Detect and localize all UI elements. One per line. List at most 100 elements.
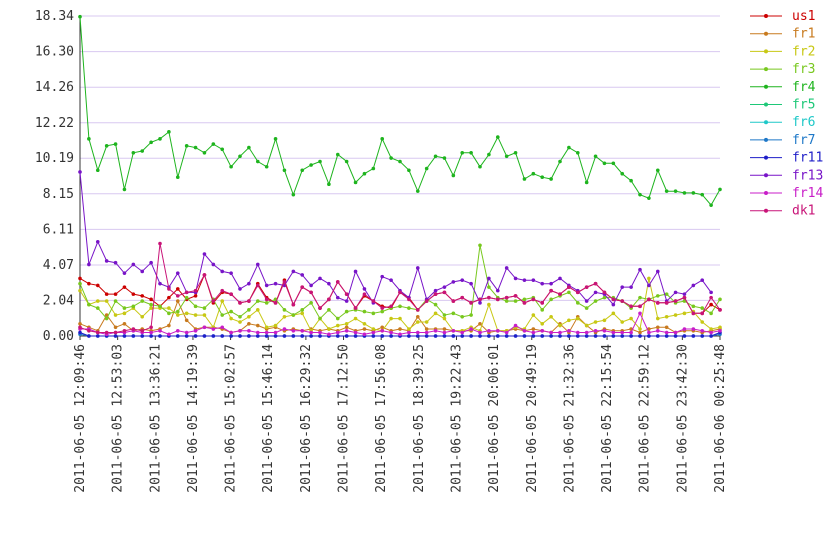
data-point — [380, 325, 385, 330]
x-tick-label: 2011-06-05 20:06:01 — [487, 344, 502, 493]
y-tick-label: 16.30 — [35, 45, 74, 60]
data-point — [318, 159, 322, 164]
data-point — [335, 323, 340, 328]
data-point — [158, 304, 162, 309]
data-point — [673, 299, 678, 303]
data-point — [451, 299, 456, 303]
data-point — [158, 241, 162, 246]
data-point — [202, 252, 207, 256]
x-tick-label: 2011-06-05 12:09:46 — [73, 344, 88, 493]
data-point — [407, 297, 411, 302]
data-point — [282, 308, 287, 312]
legend-item-fr2: fr2 — [750, 44, 815, 59]
data-point — [469, 281, 473, 286]
data-point — [664, 189, 669, 193]
data-point — [184, 334, 189, 338]
data-point — [478, 301, 482, 305]
data-point — [487, 328, 491, 333]
data-point — [229, 164, 233, 169]
x-tick-label: 2011-06-05 18:39:25 — [412, 344, 427, 493]
x-tick-label: 2011-06-05 17:12:50 — [337, 344, 352, 493]
data-point — [709, 334, 713, 338]
data-point — [140, 315, 145, 319]
data-point — [495, 135, 500, 139]
data-point — [211, 327, 216, 331]
data-point — [371, 311, 376, 316]
series-fr13 — [78, 170, 713, 307]
data-point — [264, 283, 269, 288]
data-point — [691, 334, 696, 338]
data-point — [255, 308, 260, 312]
data-point — [549, 334, 553, 338]
data-point — [718, 325, 722, 330]
data-point — [584, 299, 589, 303]
data-point — [353, 306, 358, 310]
data-point — [238, 315, 242, 319]
data-point — [140, 328, 145, 333]
data-point — [149, 140, 153, 145]
data-point — [415, 308, 420, 312]
data-point — [478, 297, 482, 302]
data-point — [567, 318, 571, 323]
data-point — [202, 313, 207, 317]
data-point — [238, 328, 242, 333]
data-point — [122, 311, 127, 316]
data-point — [415, 315, 420, 319]
data-point — [184, 330, 189, 335]
data-point — [211, 262, 216, 267]
data-point — [184, 295, 189, 300]
data-point — [389, 278, 393, 282]
data-point — [335, 316, 340, 321]
data-point — [487, 295, 491, 300]
legend-item-fr13: fr13 — [750, 168, 823, 183]
data-point — [691, 327, 696, 331]
data-point — [691, 191, 696, 195]
x-tick-label: 2011-06-05 23:42:30 — [675, 344, 690, 493]
data-point — [389, 334, 393, 338]
legend-label: dk1 — [792, 204, 815, 219]
legend-swatch-marker — [764, 67, 768, 72]
data-point — [549, 177, 553, 181]
data-point — [371, 299, 376, 303]
data-point — [709, 203, 713, 207]
data-point — [184, 144, 189, 148]
data-point — [513, 294, 518, 298]
data-point — [78, 276, 82, 281]
y-tick-label: 14.26 — [35, 80, 74, 95]
data-point — [638, 327, 642, 331]
data-point — [309, 290, 313, 295]
data-point — [104, 330, 109, 335]
data-point — [451, 334, 456, 338]
legend-swatch-marker — [764, 14, 768, 18]
data-point — [540, 321, 545, 326]
data-point — [327, 308, 331, 312]
data-point — [709, 330, 713, 335]
data-point — [691, 311, 696, 316]
data-point — [282, 334, 287, 338]
data-point — [638, 295, 642, 300]
data-point — [655, 334, 660, 338]
data-point — [442, 285, 447, 289]
data-point — [184, 311, 189, 316]
data-point — [655, 168, 660, 173]
data-point — [398, 159, 402, 164]
data-point — [140, 269, 145, 274]
data-point — [273, 323, 278, 328]
data-point — [113, 325, 118, 330]
data-point — [95, 306, 100, 310]
data-point — [495, 334, 500, 338]
data-point — [700, 320, 705, 324]
data-point — [593, 320, 598, 324]
data-point — [682, 311, 687, 316]
data-point — [558, 292, 562, 296]
data-point — [415, 320, 420, 324]
y-tick-label: 8.15 — [43, 187, 74, 202]
data-point — [478, 243, 482, 248]
data-point — [415, 189, 420, 193]
data-point — [638, 334, 642, 338]
data-point — [433, 302, 438, 307]
data-point — [318, 334, 322, 338]
data-point — [335, 152, 340, 157]
data-point — [193, 294, 198, 298]
data-point — [549, 315, 553, 319]
